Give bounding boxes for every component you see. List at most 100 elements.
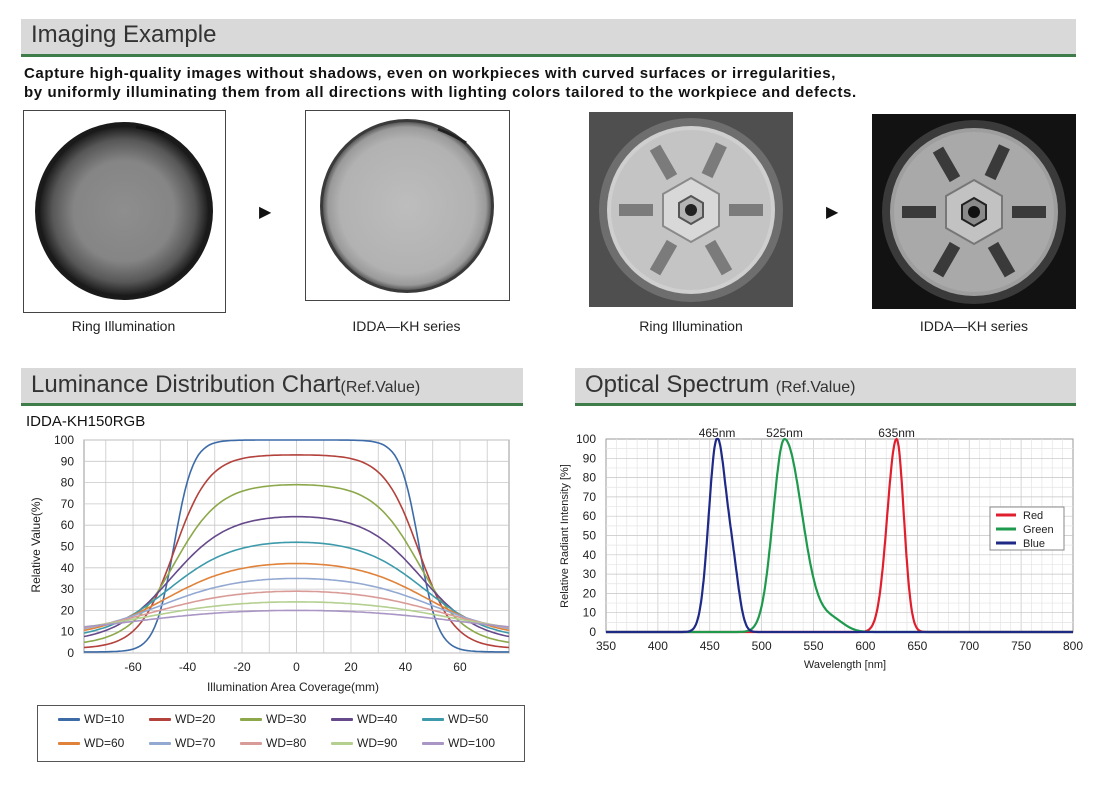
spectrum-y-tick-label: 0 xyxy=(589,625,596,639)
legend-swatch xyxy=(422,742,444,746)
petri-dish-bright-photo xyxy=(305,110,510,301)
spectrum-y-tick-label: 50 xyxy=(583,529,597,543)
spectrum-legend-label: Blue xyxy=(1023,538,1045,550)
spectrum-y-tick-label: 10 xyxy=(583,606,597,620)
luminance-series-wd-60 xyxy=(83,562,510,632)
luminance-x-tick-label: -60 xyxy=(124,660,142,674)
luminance-x-tick-label: 40 xyxy=(399,660,413,674)
luminance-y-tick-label: 30 xyxy=(61,582,75,596)
luminance-x-tick-label: -40 xyxy=(179,660,197,674)
spectrum-x-tick-label: 800 xyxy=(1063,639,1083,653)
imaging-section-title: Imaging Example xyxy=(31,21,217,48)
spectrum-y-tick-label: 80 xyxy=(583,471,597,485)
luminance-series-wd-10 xyxy=(84,439,509,653)
luminance-y-tick-label: 90 xyxy=(61,454,75,468)
legend-swatch xyxy=(331,742,353,746)
luminance-y-tick-label: 60 xyxy=(61,518,75,532)
luminance-series-wd-50 xyxy=(83,541,510,634)
luminance-y-tick-label: 0 xyxy=(67,646,74,660)
spectrum-y-tick-label: 20 xyxy=(583,586,597,600)
spectrum-x-axis-label: Wavelength [nm] xyxy=(804,659,886,671)
luminance-x-tick-label: -20 xyxy=(233,660,251,674)
photo-caption: IDDA—KH series xyxy=(919,318,1029,334)
luminance-y-tick-label: 10 xyxy=(61,625,75,639)
luminance-legend-item: WD=40 xyxy=(331,712,397,726)
spectrum-section-suffix: (Ref.Value) xyxy=(775,379,856,396)
luminance-legend-item: WD=50 xyxy=(422,712,488,726)
bolt-head-idda-photo xyxy=(872,114,1076,309)
spectrum-section-title-wrap: Optical Spectrum (Ref.Value) xyxy=(585,371,855,399)
luminance-x-tick-label: 20 xyxy=(344,660,358,674)
arrow-right-icon: ▶ xyxy=(826,204,839,221)
luminance-y-tick-label: 20 xyxy=(61,603,75,617)
spectrum-x-tick-label: 750 xyxy=(1011,639,1031,653)
legend-label: WD=50 xyxy=(448,712,489,726)
luminance-series-wd-40 xyxy=(83,515,510,638)
legend-label: WD=70 xyxy=(175,736,216,750)
luminance-y-tick-label: 80 xyxy=(61,476,75,490)
spectrum-peak-label: 635nm xyxy=(878,426,915,440)
luminance-chart: 0 10 20 30 40 50 60 70 80 90 100 -60 -40 -20 0 20 40 60 I… xyxy=(29,433,510,694)
photo-caption: Ring Illumination xyxy=(71,318,176,334)
legend-swatch xyxy=(422,718,444,722)
luminance-x-tick-label: 0 xyxy=(293,660,300,674)
luminance-y-tick-label: 40 xyxy=(61,561,75,575)
luminance-y-tick-label: 50 xyxy=(61,540,75,554)
luminance-legend-item: WD=90 xyxy=(331,736,397,750)
imaging-section-header: Imaging Example xyxy=(21,19,1076,57)
luminance-legend-item: WD=70 xyxy=(149,736,215,750)
spectrum-x-tick-label: 350 xyxy=(596,639,616,653)
spectrum-x-tick-label: 600 xyxy=(855,639,875,653)
legend-swatch xyxy=(149,742,171,746)
luminance-legend-item: WD=80 xyxy=(240,736,306,750)
legend-label: WD=40 xyxy=(357,712,398,726)
luminance-section-title: Luminance Distribution Chart xyxy=(31,371,341,398)
spectrum-y-tick-label: 70 xyxy=(583,490,597,504)
spectrum-x-tick-label: 450 xyxy=(700,639,720,653)
spectrum-y-axis-label: Relative Radiant Intensity [%] xyxy=(559,464,571,608)
spectrum-x-tick-label: 550 xyxy=(804,639,824,653)
bolt-head-ring-photo xyxy=(589,112,793,307)
luminance-legend: WD=10 WD=20 WD=30 WD=40 WD=50 WD=60 WD=70 WD=80… xyxy=(37,705,525,762)
legend-label: WD=20 xyxy=(175,712,216,726)
spectrum-peak-label: 525nm xyxy=(766,426,803,440)
chart-model-label: IDDA-KH150RGB xyxy=(26,413,146,430)
legend-swatch xyxy=(58,742,80,746)
legend-swatch xyxy=(58,718,80,722)
spectrum-section-header: Optical Spectrum (Ref.Value) xyxy=(575,368,1076,406)
spectrum-legend-label: Green xyxy=(1023,524,1054,536)
spectrum-x-tick-label: 700 xyxy=(959,639,979,653)
spectrum-legend-label: Red xyxy=(1023,510,1043,522)
spectrum-series-blue xyxy=(606,437,1073,634)
legend-label: WD=90 xyxy=(357,736,398,750)
spectrum-peak-label: 465nm xyxy=(699,426,736,440)
luminance-y-tick-label: 100 xyxy=(54,433,74,447)
luminance-legend-item: WD=10 xyxy=(58,712,124,726)
petri-dish-dark-photo xyxy=(23,110,226,313)
legend-label: WD=10 xyxy=(84,712,125,726)
legend-label: WD=30 xyxy=(266,712,307,726)
arrow-right-icon: ▶ xyxy=(259,204,272,221)
spectrum-chart: 0 10 20 30 40 50 60 70 80 90 100 350 400 450 500 550 600… xyxy=(559,426,1083,671)
luminance-section-suffix: (Ref.Value) xyxy=(340,379,421,396)
legend-label: WD=80 xyxy=(266,736,307,750)
luminance-legend-item: WD=30 xyxy=(240,712,306,726)
description-line-2: by uniformly illuminating them from all … xyxy=(24,84,857,101)
luminance-x-tick-label: 60 xyxy=(453,660,467,674)
imaging-description: Capture high-quality images without shad… xyxy=(24,64,1084,102)
spectrum-x-tick-label: 500 xyxy=(752,639,772,653)
luminance-y-axis-label: Relative Value(%) xyxy=(29,497,43,592)
luminance-y-tick-label: 70 xyxy=(61,497,75,511)
description-line-1: Capture high-quality images without shad… xyxy=(24,65,836,82)
luminance-series-wd-90 xyxy=(83,601,510,628)
spectrum-y-tick-label: 30 xyxy=(583,567,597,581)
spectrum-y-tick-label: 100 xyxy=(576,432,596,446)
luminance-series-wd-80 xyxy=(83,590,510,629)
legend-swatch xyxy=(149,718,171,722)
luminance-legend-item: WD=20 xyxy=(149,712,215,726)
spectrum-section-title: Optical Spectrum xyxy=(585,371,770,398)
luminance-x-axis-label: Illumination Area Coverage(mm) xyxy=(207,680,379,694)
photo-caption: Ring Illumination xyxy=(639,318,743,334)
photo-caption: IDDA—KH series xyxy=(352,318,461,334)
legend-label: WD=60 xyxy=(84,736,125,750)
